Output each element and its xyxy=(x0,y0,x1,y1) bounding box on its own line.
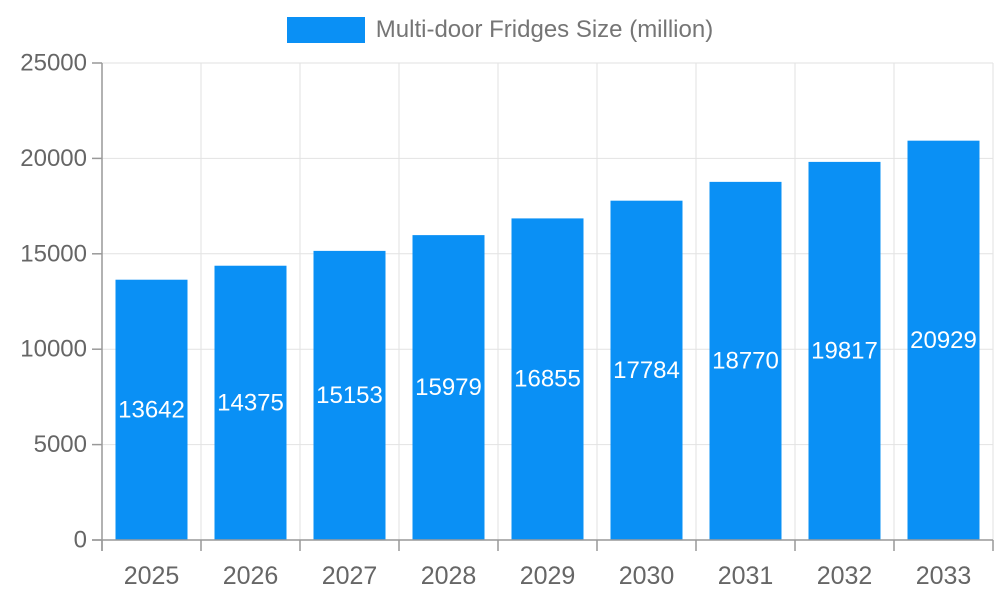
bar-value-label: 17784 xyxy=(613,357,680,384)
x-tick-label: 2028 xyxy=(421,562,477,590)
bar-value-label: 14375 xyxy=(217,389,284,416)
bar-2025[interactable] xyxy=(115,279,188,540)
y-tick-label: 15000 xyxy=(20,240,87,267)
x-tick-label: 2032 xyxy=(817,562,873,590)
bar-2026[interactable] xyxy=(214,265,287,540)
x-tick-label: 2029 xyxy=(520,562,576,590)
x-tick-label: 2027 xyxy=(322,562,378,590)
y-tick-label: 20000 xyxy=(20,145,87,172)
bar-value-label: 19817 xyxy=(811,337,878,364)
bar-2028[interactable] xyxy=(412,235,485,541)
bar-value-label: 13642 xyxy=(118,396,185,423)
x-tick-label: 2026 xyxy=(223,562,279,590)
bar-value-label: 18770 xyxy=(712,347,779,374)
bar-2029[interactable] xyxy=(511,218,584,540)
y-tick-label: 10000 xyxy=(20,336,87,363)
bar-2027[interactable] xyxy=(313,250,386,541)
x-tick-label: 2033 xyxy=(916,562,972,590)
bar-2033[interactable] xyxy=(907,140,980,540)
y-tick-label: 0 xyxy=(74,527,87,554)
bar-value-label: 15979 xyxy=(415,374,482,401)
y-tick-label: 25000 xyxy=(20,50,87,77)
bar-2032[interactable] xyxy=(808,161,881,540)
x-tick-label: 2030 xyxy=(619,562,675,590)
legend-label: Multi-door Fridges Size (million) xyxy=(375,16,714,43)
y-tick-label: 5000 xyxy=(34,431,87,458)
bar-value-label: 15153 xyxy=(316,382,383,409)
legend-swatch xyxy=(286,17,365,43)
bar-value-label: 16855 xyxy=(514,366,581,393)
bar-value-label: 20929 xyxy=(910,327,977,354)
x-tick-label: 2031 xyxy=(718,562,774,590)
bar-2030[interactable] xyxy=(610,200,683,540)
bar-2031[interactable] xyxy=(709,181,782,540)
x-tick-label: 2025 xyxy=(124,562,180,590)
legend[interactable]: Multi-door Fridges Size (million) xyxy=(0,16,1000,44)
